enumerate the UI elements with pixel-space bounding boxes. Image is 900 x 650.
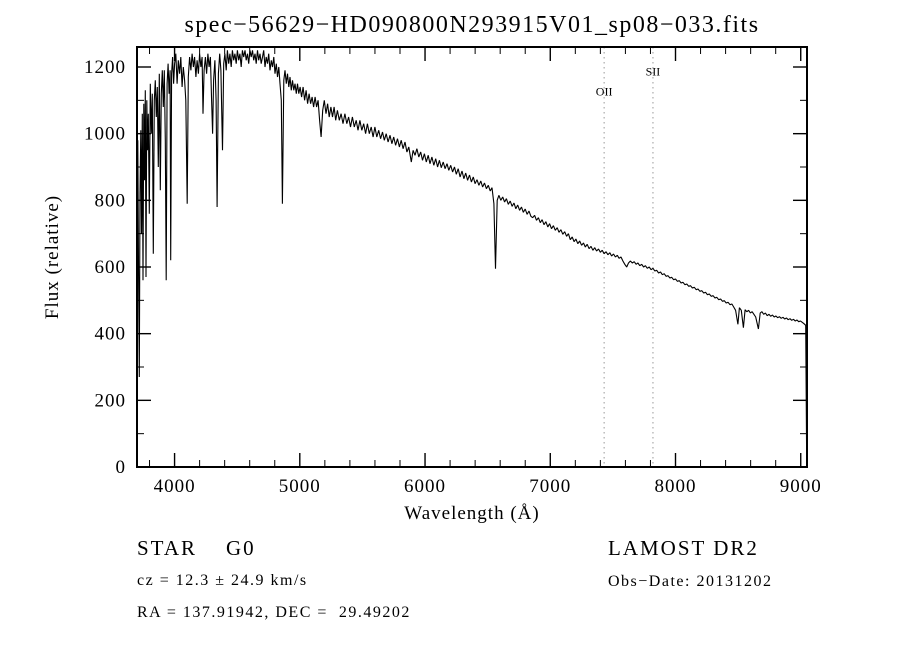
reference-line-label: OII bbox=[596, 84, 613, 98]
x-tick-label: 7000 bbox=[529, 476, 571, 497]
x-tick-label: 8000 bbox=[655, 476, 697, 497]
y-tick-label: 1000 bbox=[84, 124, 126, 145]
y-tick-label: 0 bbox=[116, 457, 127, 478]
y-tick-label: 400 bbox=[95, 324, 127, 345]
x-tick-label: 4000 bbox=[154, 476, 196, 497]
ra-dec-label: RA = 137.91942, DEC = 29.49202 bbox=[137, 604, 411, 621]
plot-frame bbox=[136, 46, 808, 468]
reference-line-label: SII bbox=[646, 64, 661, 78]
cz-value-label: cz = 12.3 ± 24.9 km/s bbox=[137, 572, 308, 589]
y-tick-label: 200 bbox=[95, 390, 127, 411]
y-tick-label: 800 bbox=[95, 190, 127, 211]
x-tick-label: 5000 bbox=[279, 476, 321, 497]
survey-label: LAMOST DR2 bbox=[608, 536, 759, 560]
obs-date-label: Obs−Date: 20131202 bbox=[608, 573, 773, 590]
object-class-label: STAR G0 bbox=[137, 536, 256, 560]
y-axis-label: Flux (relative) bbox=[42, 195, 63, 319]
spectrum-line bbox=[136, 50, 808, 466]
y-tick-label: 600 bbox=[95, 257, 127, 278]
x-tick-label: 9000 bbox=[780, 476, 822, 497]
x-axis-label: Wavelength (Å) bbox=[404, 503, 539, 524]
y-tick-label: 1200 bbox=[84, 57, 126, 78]
page-title: spec−56629−HD090800N293915V01_sp08−033.f… bbox=[184, 12, 760, 38]
x-tick-label: 6000 bbox=[404, 476, 446, 497]
